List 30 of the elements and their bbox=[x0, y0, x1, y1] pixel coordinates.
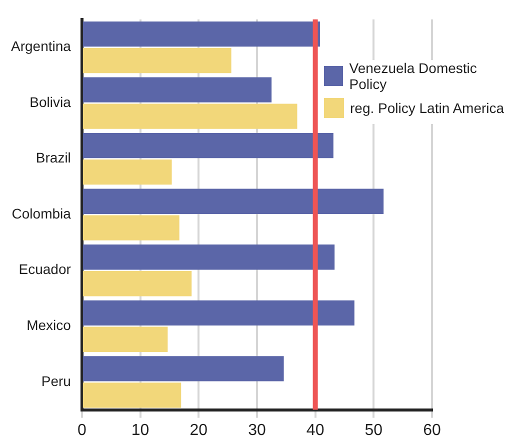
bar bbox=[82, 48, 232, 74]
bar bbox=[82, 382, 182, 408]
y-tick-label: Colombia bbox=[12, 205, 72, 222]
x-tick-label: 60 bbox=[423, 422, 441, 439]
y-tick-label: Argentina bbox=[10, 38, 72, 54]
bar bbox=[82, 188, 384, 214]
legend-label: Venezuela Domestic Policy bbox=[349, 60, 478, 92]
bar bbox=[82, 21, 320, 47]
bar bbox=[82, 104, 298, 129]
x-tick-label: 0 bbox=[77, 422, 86, 439]
y-tick-label: Brazil bbox=[36, 150, 71, 166]
bar bbox=[82, 300, 354, 326]
x-tick-label: 10 bbox=[131, 422, 150, 439]
x-tick-label: 20 bbox=[190, 422, 208, 439]
bar bbox=[82, 244, 335, 270]
y-tick-label: Bolivia bbox=[30, 94, 72, 110]
x-tick-label: 30 bbox=[248, 422, 266, 439]
bar bbox=[82, 215, 180, 240]
bar bbox=[82, 356, 284, 382]
x-tick-label: 40 bbox=[306, 422, 324, 439]
y-tick-label: Mexico bbox=[26, 317, 72, 333]
y-tick-label: Peru bbox=[41, 372, 71, 389]
x-tick-label: 50 bbox=[364, 422, 383, 439]
y-tick-label: Ecuador bbox=[18, 261, 72, 278]
bar bbox=[82, 133, 334, 158]
bar bbox=[82, 326, 168, 352]
bar bbox=[82, 271, 192, 296]
legend-label: reg. Policy Latin America bbox=[350, 100, 504, 116]
bar bbox=[82, 159, 172, 185]
bar bbox=[82, 77, 272, 102]
